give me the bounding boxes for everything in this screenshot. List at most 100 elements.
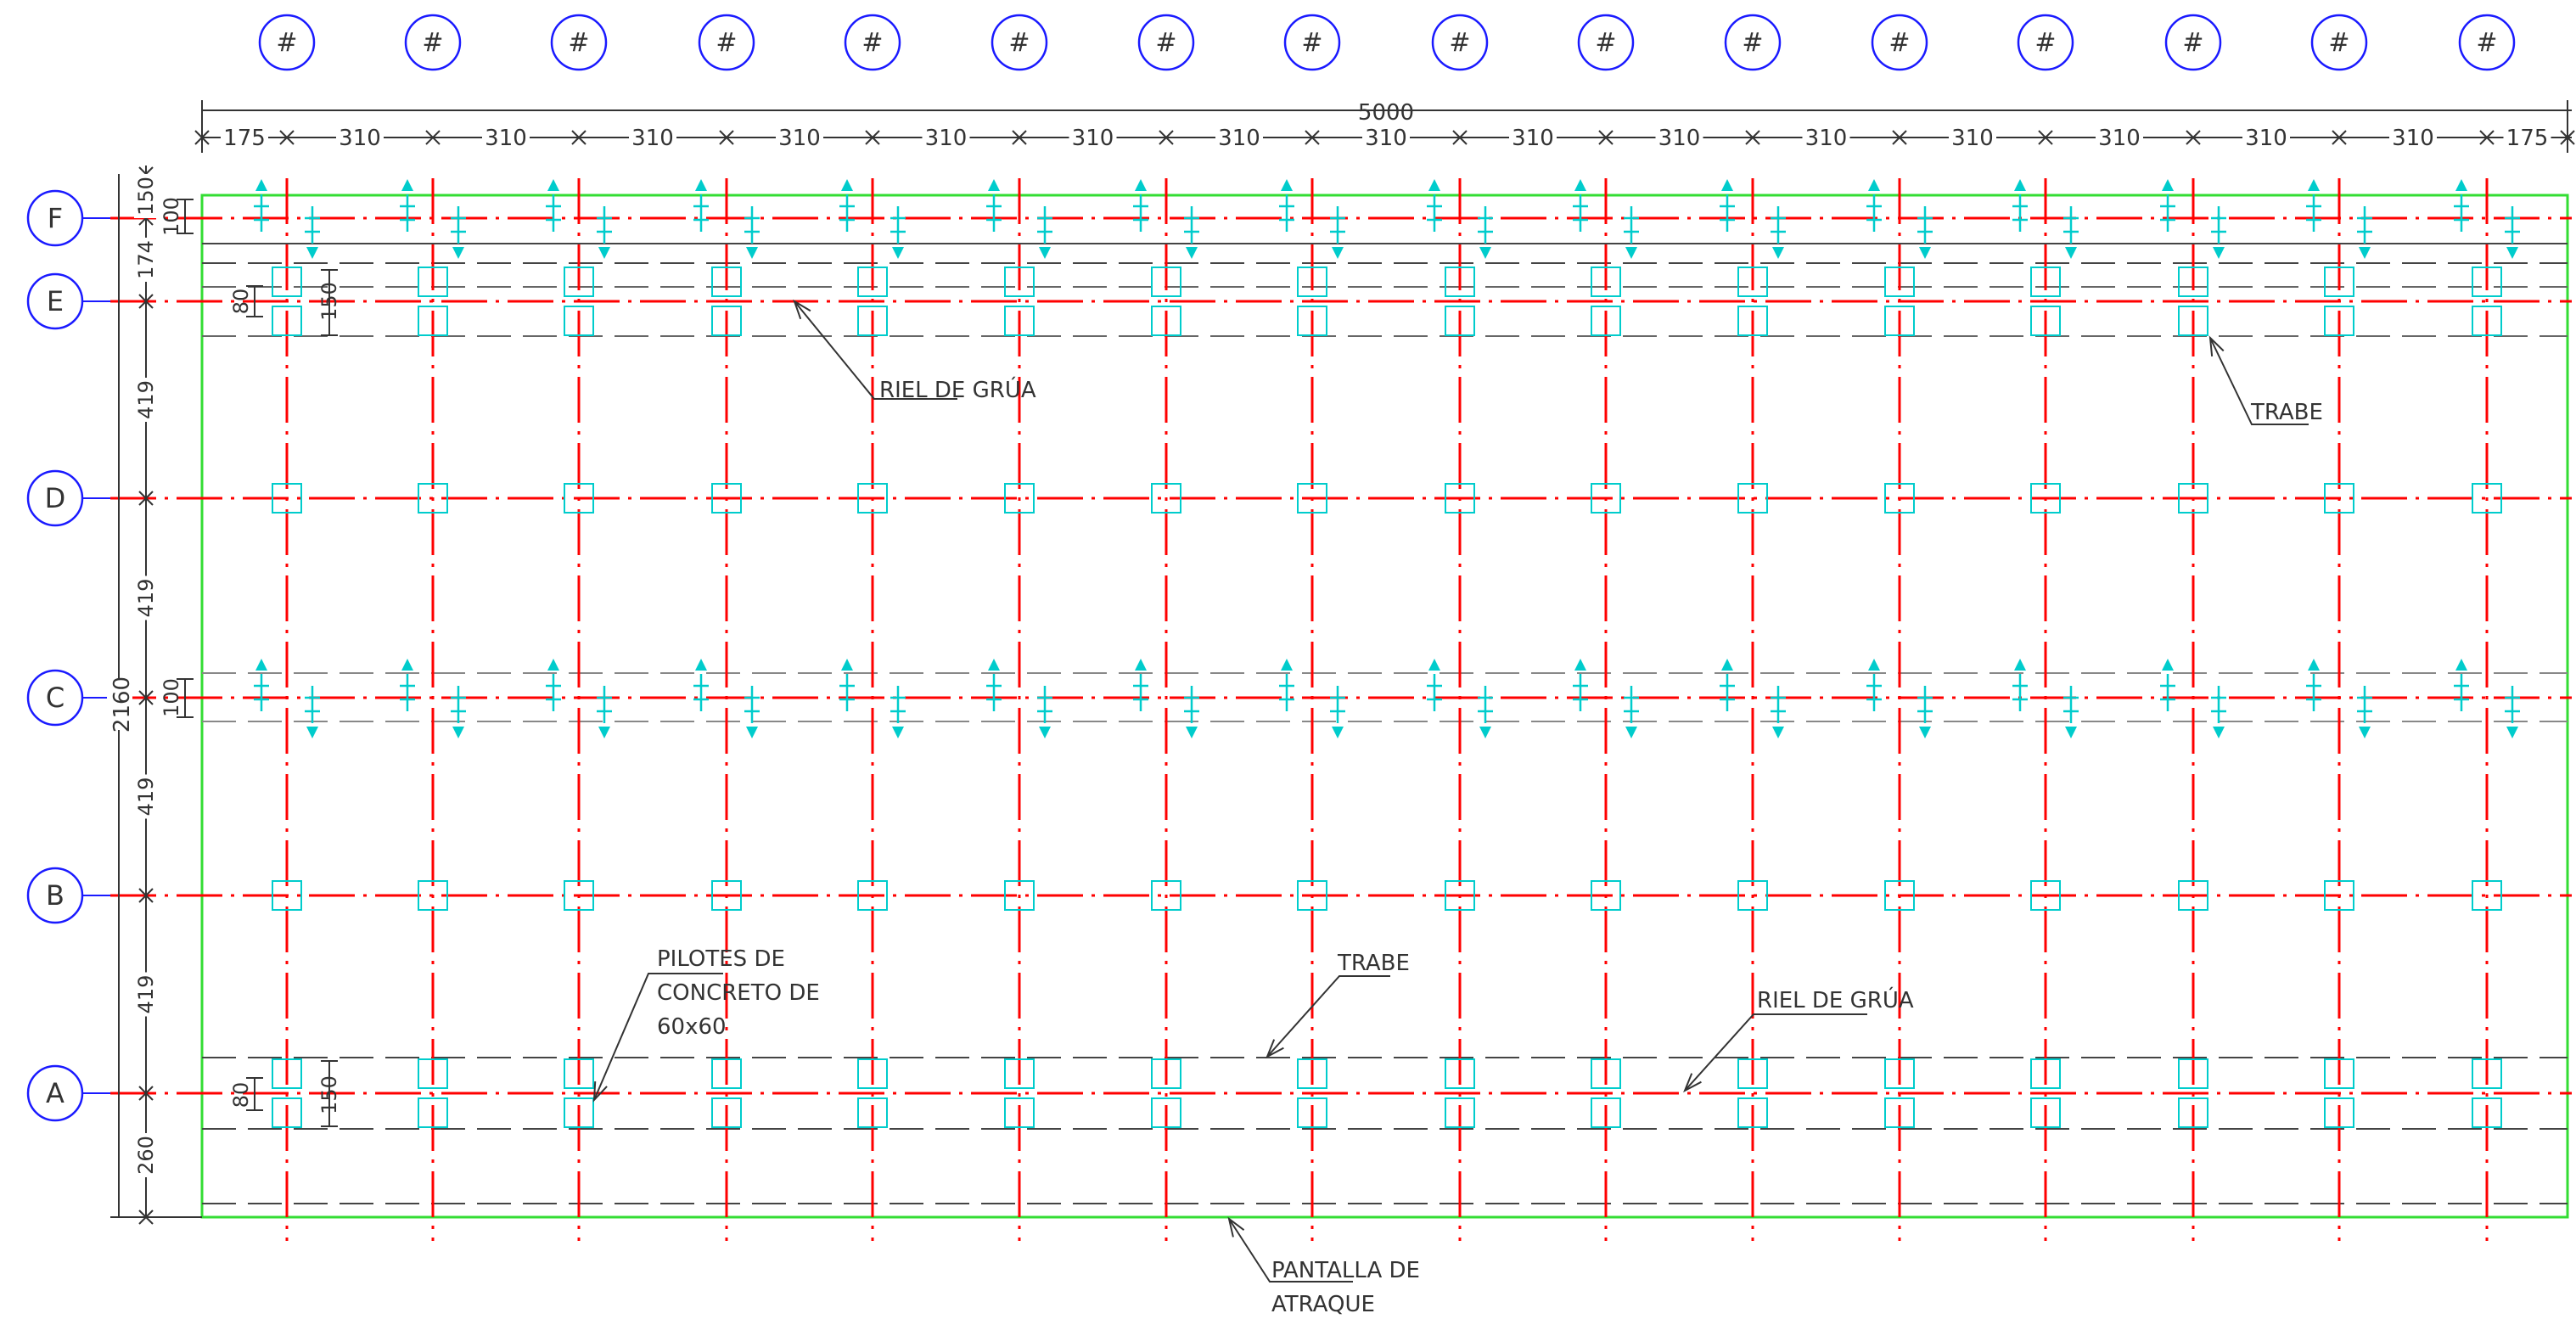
marker-f-up-5-arrow [841,179,853,191]
top-dimension-chain: 175 310 310 310 310 310 310 310 310 310 310 310 310 3… [194,100,2575,153]
pile-d-4 [711,483,742,514]
pile-d-9 [1445,483,1475,514]
pile-e-lower-9 [1445,306,1475,336]
leader-line-3 [1266,975,1390,1058]
marker-c-down-6-arrow [1039,727,1051,738]
pile-b-14 [2178,880,2208,911]
dim-seg-bg-8 [1362,124,1410,149]
marker-c-down-2-arrow [452,727,464,738]
label-trabe-bottom: TRABE [1337,951,1410,976]
pile-a-upper-12 [1884,1058,1915,1089]
dim-seg-bg-12 [1949,124,1996,149]
dim-overall-height-bg [107,679,132,730]
pile-e-upper-7 [1151,267,1181,297]
column-bubble-label-16: # [2476,28,2497,58]
dim-lseg-bg-3 [134,575,160,620]
pile-b-7 [1151,880,1181,911]
pile-e-lower-3 [564,306,594,336]
pile-a-upper-5 [857,1058,888,1089]
dim-seg-top-14: 310 [2245,126,2287,151]
dim-seg-bg-3 [629,124,676,149]
dim-tick-x-15 [2332,130,2347,145]
marker-c-down-9-arrow [1479,727,1491,738]
dim-seg-top-7: 310 [1218,126,1260,151]
row-bubble-label-e: E [47,285,64,317]
pile-a-upper-13 [2030,1058,2061,1089]
marker-f-down-7-arrow [1186,247,1198,259]
pile-b-4 [711,880,742,911]
marker-c-up-12-arrow [1868,659,1880,671]
pile-a-lower-15 [2324,1097,2354,1128]
dim-ltick-x-7 [138,1210,154,1225]
marker-c-down-16-arrow [2506,727,2518,738]
pile-e-upper-11 [1737,267,1768,297]
label-pilotes-line2: CONCRETO DE [657,980,820,1006]
marker-c-up-7-arrow [1135,659,1147,671]
dim-seg-top-9: 310 [1512,126,1554,151]
pile-d-7 [1151,483,1181,514]
marker-f-up-8-arrow [1281,179,1293,191]
column-bubble-label-6: # [1008,28,1030,58]
marker-c-up-11-arrow [1721,659,1733,671]
marker-c-down-14-arrow [2213,727,2225,738]
label-riel-bottom: RIEL DE GRÚA [1757,986,1914,1013]
pile-d-15 [2324,483,2354,514]
marker-c-down-15-arrow [2359,727,2371,738]
marker-f-down-6-arrow [1039,247,1051,259]
column-bubble-6 [991,14,1048,71]
dim-seg-top-15: 310 [2392,126,2434,151]
column-bubble-12 [1871,14,1928,71]
pile-a-upper-6 [1004,1058,1035,1089]
pile-b-11 [1737,880,1768,911]
pile-a-lower-9 [1445,1097,1475,1128]
marker-f-up-2-arrow [401,179,413,191]
dim-seg-top-2: 310 [485,126,527,151]
dim-seg-top-13: 310 [2098,126,2141,151]
dim-seg-left-2: 419 [134,380,158,419]
column-bubble-11 [1724,14,1782,71]
marker-c-up-10-arrow [1574,659,1586,671]
pile-a-upper-4 [711,1058,742,1089]
column-bubble-label-8: # [1301,28,1322,58]
pile-b-8 [1297,880,1327,911]
pile-e-lower-13 [2030,306,2061,336]
marker-c-down-10-arrow [1625,727,1637,738]
row-bubble-label-d: D [45,482,66,514]
leader-line-5 [1228,1218,1353,1283]
marker-c-down-7-arrow [1186,727,1198,738]
pile-d-13 [2030,483,2061,514]
dim-seg-bg-15 [2389,124,2437,149]
dim-tick-x-8 [1305,130,1320,145]
leader-line-0 [794,300,957,400]
marker-f-down-13-arrow [2065,247,2077,259]
dim-seg-bg-16 [2503,124,2551,149]
marker-c-down-11-arrow [1772,727,1784,738]
leader-arrow-3 [1266,1039,1284,1059]
marker-f-up-1-arrow [255,179,267,191]
pile-d-3 [564,483,594,514]
axis-lines [110,178,2572,1241]
column-bubble-14 [2164,14,2222,71]
marker-f-up-13-arrow [2014,179,2026,191]
pile-e-upper-2 [418,267,448,297]
column-bubble-label-13: # [2034,28,2056,58]
pile-a-upper-8 [1297,1058,1327,1089]
dim-lseg-bg-1 [134,238,160,282]
column-bubble-4 [698,14,755,71]
dim-tick-x-14 [2186,130,2201,145]
pile-a-lower-16 [2472,1097,2502,1128]
pile-b-1 [272,880,302,911]
pile-e-upper-4 [711,267,742,297]
pile-d-2 [418,483,448,514]
column-bubble-label-5: # [861,28,883,58]
dim-tick-x-3 [571,130,586,145]
marker-c-up-13-arrow [2014,659,2026,671]
pile-e-lower-2 [418,306,448,336]
dim-seg-bg-2 [482,124,530,149]
dim-tick-x-1 [279,130,295,145]
beam-rail-lines [202,243,2568,1204]
pile-d-8 [1297,483,1327,514]
dim-tick-x-11 [1745,130,1760,145]
bollard-markers [254,179,2520,738]
pile-d-5 [857,483,888,514]
